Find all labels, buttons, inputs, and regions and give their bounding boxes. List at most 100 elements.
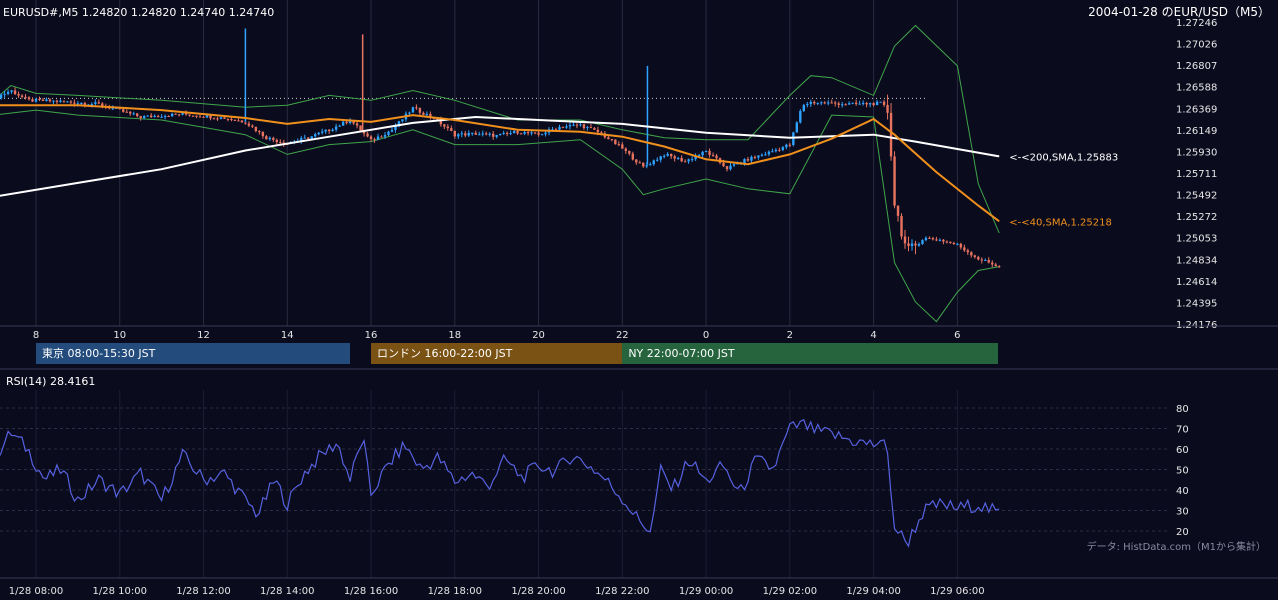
candle-body (387, 131, 390, 136)
candle-body (303, 137, 306, 139)
candle-body (935, 239, 938, 241)
candle-body (816, 102, 819, 104)
date-tick: 1/29 06:00 (930, 586, 984, 597)
rsi-path (0, 418, 1000, 548)
candle-body (872, 103, 875, 106)
candle-body (272, 137, 275, 140)
candle-body (188, 114, 191, 116)
date-tick: 1/28 16:00 (344, 586, 398, 597)
candle-body (854, 102, 858, 104)
date-tick: 1/28 14:00 (260, 586, 314, 597)
candle-body (13, 90, 17, 95)
candle-body (129, 111, 132, 114)
candle-body (122, 109, 125, 112)
candle-body (977, 256, 980, 260)
candle-body (251, 125, 254, 127)
candle-body (317, 132, 320, 135)
candle-body (212, 118, 216, 120)
candle-body (757, 155, 760, 158)
candle-body (34, 98, 38, 102)
candle-body (485, 133, 488, 135)
candle-body (694, 156, 697, 160)
chart-title: 2004-01-28 のEUR/USD（M5） (1088, 5, 1270, 19)
candle-body (275, 139, 279, 143)
candle-body (596, 129, 600, 133)
candle-body (362, 130, 366, 134)
candle-body (558, 126, 561, 130)
candle-body (516, 131, 519, 134)
candle-body (345, 121, 348, 124)
candle-body (942, 239, 945, 242)
candle-body (708, 150, 711, 156)
candle-body (844, 104, 847, 106)
rsi-tick: 20 (1176, 527, 1189, 538)
candle-body (868, 103, 872, 105)
candle-body (125, 111, 128, 113)
candle-body (474, 132, 477, 135)
candle-body (488, 133, 491, 135)
candle-body (813, 101, 816, 104)
date-tick: 1/28 12:00 (176, 586, 230, 597)
candle-body (209, 115, 212, 119)
candle-body (132, 113, 135, 115)
price-tick: 1.25930 (1176, 147, 1217, 158)
candle-body (732, 164, 736, 166)
candle-body (450, 128, 453, 132)
candle-body (858, 103, 861, 105)
sma-line (0, 115, 1000, 197)
price-tick: 1.26369 (1176, 104, 1217, 115)
hour-tick: 16 (365, 330, 378, 341)
candle-body (820, 102, 823, 104)
price-tick: 1.25492 (1176, 191, 1217, 202)
candle-body (6, 91, 10, 94)
candle-body (230, 119, 233, 121)
rsi-tick: 50 (1176, 466, 1189, 477)
rsi-axis: 20 30 40 50 60 70 80 (1176, 404, 1189, 538)
candle-body (959, 243, 963, 248)
candle-body (697, 155, 701, 157)
candle-body (600, 132, 603, 134)
candle-body (544, 132, 547, 135)
candle-body (491, 133, 495, 137)
candle-body (778, 149, 781, 151)
candle-body (97, 102, 101, 104)
candle-body (593, 128, 596, 130)
candle-body (310, 136, 313, 139)
price-tick: 1.27246 (1176, 18, 1217, 29)
candle-body (261, 131, 265, 137)
wick-spikes (244, 28, 649, 165)
hour-tick: 8 (33, 330, 39, 341)
candle-body (938, 239, 942, 241)
candle-body (722, 162, 725, 167)
candle-body (174, 113, 177, 115)
candle-body (223, 117, 226, 119)
candle-body (17, 94, 20, 96)
candle-body (956, 243, 959, 245)
candle-body (41, 99, 45, 102)
candle-body (879, 101, 882, 103)
candle-body (460, 133, 463, 135)
candle-body (952, 242, 956, 245)
candle-body (160, 116, 163, 118)
candle-body (10, 90, 13, 92)
candle-body (376, 136, 380, 140)
candle-body (258, 131, 261, 133)
price-tick: 1.25053 (1176, 234, 1217, 245)
candle-body (771, 151, 774, 153)
candle-body (495, 134, 498, 137)
session-london: ロンドン 16:00-22:00 JST (371, 343, 623, 364)
candle-body (840, 104, 844, 106)
candle-body (924, 237, 928, 241)
candle-body (984, 260, 987, 262)
candle-body (788, 144, 792, 146)
candle-body (715, 155, 718, 159)
candle-body (575, 124, 579, 126)
date-tick: 1/29 04:00 (846, 586, 900, 597)
candle-body (505, 132, 509, 134)
candle-body (753, 156, 757, 158)
candle-body (69, 101, 73, 103)
candle-body (233, 119, 237, 121)
hour-axis: 8 10 12 14 16 18 20 22 0 2 4 6 (33, 330, 961, 341)
candle-body (764, 154, 767, 156)
candle-body (163, 115, 167, 117)
